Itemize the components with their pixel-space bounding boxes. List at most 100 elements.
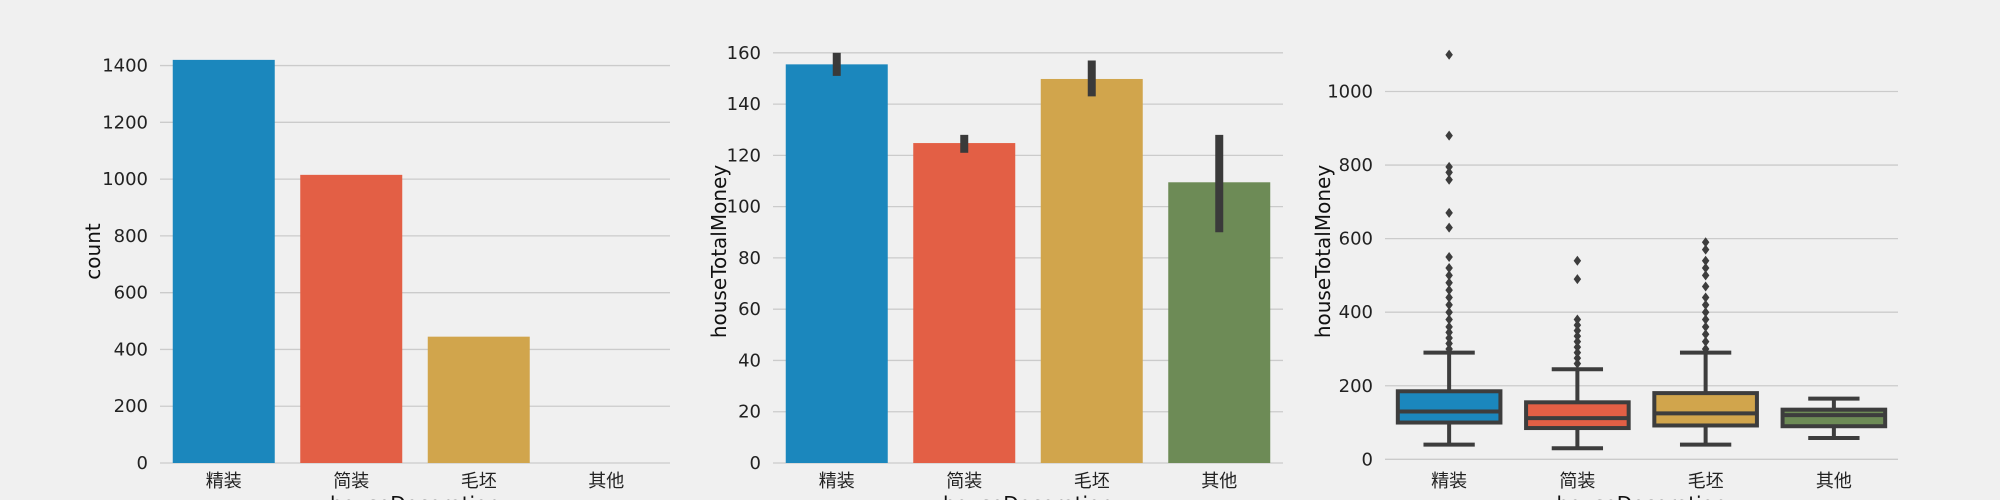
outlier-point: [1445, 307, 1453, 318]
y-tick-label: 600: [1339, 229, 1373, 250]
y-tick-label: 1000: [102, 169, 148, 190]
bar: [1040, 78, 1143, 463]
outlier-point: [1445, 314, 1453, 325]
y-axis-label: count: [81, 223, 105, 280]
y-tick-label: 0: [1362, 449, 1373, 470]
y-tick-label: 40: [738, 350, 761, 371]
outlier-point: [1573, 325, 1582, 336]
outlier-point: [1701, 270, 1710, 281]
y-tick-label: 1400: [102, 56, 148, 77]
outlier-point: [1445, 49, 1453, 60]
outlier-point: [1445, 167, 1453, 178]
y-tick-label: 0: [750, 453, 761, 474]
y-tick-label: 800: [1339, 155, 1373, 176]
outlier-point: [1573, 320, 1582, 331]
x-tick-label: 精装: [1431, 471, 1467, 492]
x-tick-label: 毛坯: [1074, 471, 1110, 492]
bar: [300, 174, 403, 463]
outlier-point: [1445, 270, 1453, 281]
outlier-point: [1445, 252, 1453, 263]
outlier-point: [1701, 244, 1710, 255]
x-tick-label: 简装: [946, 471, 982, 492]
box: [1524, 400, 1631, 431]
y-tick-label: 800: [114, 226, 148, 247]
y-tick-label: 200: [1339, 376, 1373, 397]
y-tick-label: 200: [114, 396, 148, 417]
outlier-point: [1445, 130, 1453, 141]
chart-panel-2: 0 20 40 60 80 100 120 140 160 精装 简装 毛坯 其他 houseDecora…: [707, 43, 1283, 500]
outlier-point: [1445, 343, 1453, 354]
x-tick-label: 其他: [1201, 471, 1237, 492]
x-tick-label: 其他: [1816, 471, 1852, 492]
outlier-point: [1701, 263, 1710, 274]
outlier-point: [1445, 174, 1453, 185]
outlier-point: [1573, 336, 1582, 347]
outlier-point: [1573, 255, 1582, 266]
outlier-point: [1573, 274, 1582, 285]
outlier-point: [1445, 332, 1453, 343]
chart-panel-1: 0 200 400 600 800 1000 1200 1400 精装 简装 毛坯 其他 houseDe…: [81, 56, 670, 500]
outlier-point: [1445, 285, 1453, 296]
outlier-point: [1573, 342, 1582, 353]
x-tick-label: 毛坯: [461, 471, 497, 492]
outlier-point: [1701, 255, 1710, 266]
x-tick-label: 精装: [819, 471, 855, 492]
outlier-point: [1445, 263, 1453, 274]
y-tick-label: 100: [727, 197, 761, 218]
outlier-point: [1445, 292, 1453, 303]
outlier-point: [1445, 222, 1453, 233]
bar: [913, 143, 1016, 464]
bar: [172, 59, 275, 463]
y-tick-label: 1000: [1327, 81, 1373, 102]
box: [1652, 391, 1759, 428]
chart-panel-3: 0 200 400 600 800 1000 精装 简装 毛坯 其他 houseDecoration…: [1311, 49, 1898, 500]
outlier-point: [1445, 327, 1453, 338]
x-tick-label: 简装: [333, 471, 369, 492]
x-axis-label: houseDecoration: [1556, 492, 1726, 500]
outlier-point: [1701, 281, 1710, 292]
y-tick-label: 0: [137, 453, 148, 474]
outlier-point: [1573, 358, 1582, 369]
outlier-point: [1701, 321, 1710, 332]
y-axis-label: houseTotalMoney: [1311, 165, 1335, 338]
outlier-point: [1701, 307, 1710, 318]
y-tick-label: 400: [1339, 302, 1373, 323]
bar: [785, 64, 888, 463]
x-tick-label: 其他: [588, 471, 624, 492]
x-axis-label: houseDecoration: [330, 492, 500, 500]
outlier-point: [1445, 299, 1453, 310]
outlier-point: [1445, 161, 1453, 172]
outlier-point: [1445, 338, 1453, 349]
x-tick-label: 精装: [206, 471, 242, 492]
outlier-point: [1701, 237, 1710, 248]
x-tick-label: 简装: [1559, 471, 1595, 492]
x-tick-label: 毛坯: [1688, 471, 1724, 492]
outlier-point: [1573, 347, 1582, 358]
y-axis-label: houseTotalMoney: [707, 165, 731, 338]
y-tick-label: 400: [114, 339, 148, 360]
outlier-point: [1573, 314, 1582, 325]
outlier-point: [1573, 353, 1582, 364]
y-tick-label: 60: [738, 299, 761, 320]
y-tick-label: 20: [738, 402, 761, 423]
box: [1395, 389, 1503, 425]
bar: [427, 336, 530, 463]
box: [1780, 407, 1888, 429]
y-tick-label: 120: [727, 145, 761, 166]
outlier-point: [1701, 292, 1710, 303]
y-tick-label: 600: [114, 283, 148, 304]
outlier-point: [1445, 277, 1453, 288]
outlier-point: [1573, 331, 1582, 342]
outlier-point: [1701, 329, 1710, 340]
y-tick-label: 160: [727, 43, 761, 64]
outlier-point: [1701, 336, 1710, 347]
x-axis-label: houseDecoration: [943, 492, 1113, 500]
outlier-point: [1701, 343, 1710, 354]
outlier-point: [1701, 314, 1710, 325]
outlier-point: [1701, 299, 1710, 310]
y-tick-label: 1200: [102, 112, 148, 133]
outlier-point: [1445, 207, 1453, 218]
y-tick-label: 80: [738, 248, 761, 269]
y-tick-label: 140: [727, 94, 761, 115]
